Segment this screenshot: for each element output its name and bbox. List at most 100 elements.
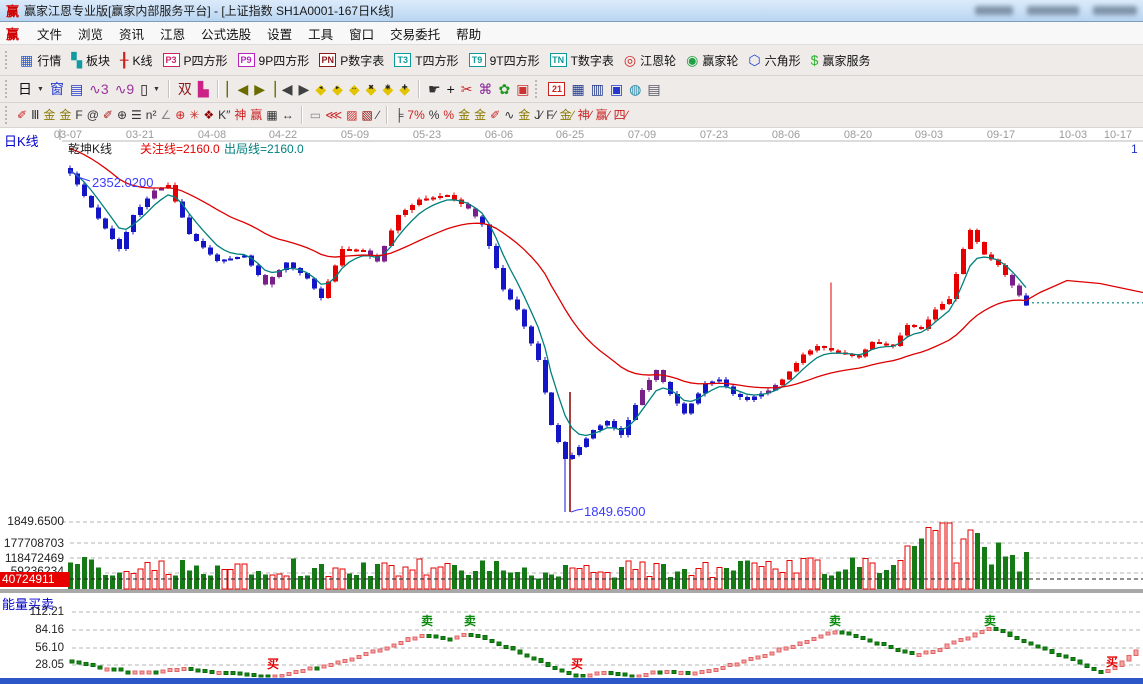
toolbar-main: ▦ 行情 ▚ 板块 ╂ K线 P3 P四方形 P9 9P四方形 PN P数字表 T3 T四方形 T9 9T四方… xyxy=(0,45,1143,76)
diamond-hspan-button[interactable]: ◆ ↔ xyxy=(346,80,363,98)
compass-button[interactable]: ⊕ xyxy=(173,108,187,122)
chart-area[interactable]: 日K线 03-07 03-21 04-08 04-22 05-09 05-23 06-06 0… xyxy=(0,128,1143,684)
retrace-7pct-button[interactable]: 7% xyxy=(405,108,426,122)
spiral-button[interactable]: @ xyxy=(85,108,101,122)
pen-ruler-button[interactable]: ✐ xyxy=(101,108,115,122)
jump-first-button[interactable]: ▏◀ xyxy=(224,80,252,98)
gold-underline-button[interactable]: 金 xyxy=(516,108,532,122)
diamond-left-button[interactable]: ◆ ◂ xyxy=(312,80,329,98)
gold-segment2-button[interactable]: 金 xyxy=(57,108,73,122)
p3-wave-button[interactable]: ∿3 xyxy=(86,80,112,98)
web-export-button[interactable]: ◍ xyxy=(626,80,644,98)
p-square-button[interactable]: P3 P四方形 xyxy=(158,50,233,71)
scale-ruler-button[interactable]: ╞ xyxy=(393,108,406,122)
menu-item-4[interactable]: 公式选股 xyxy=(201,27,252,42)
menu-item-3[interactable]: 江恩 xyxy=(160,27,186,42)
diamond-star-button[interactable]: ◆ ✱ xyxy=(379,80,396,98)
gann-wheel-button[interactable]: ◎ 江恩轮 xyxy=(619,50,681,71)
winner-service-button[interactable]: $ 赢家服务 xyxy=(806,50,876,71)
ying-tool-button[interactable]: 赢 xyxy=(248,108,264,122)
menu-item-8[interactable]: 交易委托 xyxy=(390,27,441,42)
gold-segment-button[interactable]: 金 xyxy=(41,108,57,122)
chart-canvas[interactable] xyxy=(0,128,1143,684)
crosshair-button[interactable]: + xyxy=(444,80,458,98)
diamond-close-button[interactable]: ◆ ✖ xyxy=(363,80,380,98)
fan-grid-button[interactable]: ▨ xyxy=(344,108,359,122)
9t-square-button[interactable]: T9 9T四方形 xyxy=(464,50,545,71)
candle-style-button[interactable]: ▯ ▼ xyxy=(137,80,163,98)
hspan-tool-button[interactable]: ↔ xyxy=(280,108,296,122)
percent-button[interactable]: % xyxy=(427,108,442,122)
percent-line-button[interactable]: % xyxy=(441,108,456,122)
fibonacci-button[interactable]: F xyxy=(73,108,84,122)
menu-item-5[interactable]: 设置 xyxy=(267,27,293,42)
hatch-lines-button[interactable]: ☰ xyxy=(129,108,144,122)
grid-block-button[interactable]: ▦ xyxy=(264,108,279,122)
angle-gold-button[interactable]: 金∕ xyxy=(558,108,576,122)
gold-circle-button[interactable]: 金 xyxy=(456,108,472,122)
jump-last-button[interactable]: ▶▕ xyxy=(251,80,279,98)
kline-button[interactable]: ╂ K线 xyxy=(115,50,157,71)
quotes-button[interactable]: ▦ 行情 xyxy=(15,50,66,71)
star-button[interactable]: ✳ xyxy=(187,108,201,122)
notes-button[interactable]: ▥ xyxy=(588,80,607,98)
measure-tool-button[interactable]: ✂ xyxy=(458,80,476,98)
alert-button[interactable]: ▣ xyxy=(513,80,532,98)
time-cycle-button[interactable]: ⊕ xyxy=(115,108,129,122)
annotate-tool-button[interactable]: ⌘ xyxy=(476,80,496,98)
9p-square-button[interactable]: P9 9P四方形 xyxy=(233,50,315,71)
p9-wave-button[interactable]: ∿9 xyxy=(112,80,138,98)
step-back-button[interactable]: ◀ xyxy=(279,80,296,98)
angle-shen-button[interactable]: 神∕ xyxy=(576,108,594,122)
shen-tool-button[interactable]: 神 xyxy=(232,108,248,122)
profile-button[interactable]: ▙ xyxy=(195,80,212,98)
hand-tool-button[interactable]: ☛ xyxy=(425,80,444,98)
info-doc-button[interactable]: ▤ xyxy=(67,80,86,98)
boxed-star-button[interactable]: ❖ xyxy=(201,108,216,122)
sectors-button[interactable]: ▚ 板块 xyxy=(66,50,115,71)
angle-j-button[interactable]: J∕ xyxy=(532,108,544,122)
period-day-button[interactable]: 日 ▼ xyxy=(15,80,47,98)
n-square-button[interactable]: n² xyxy=(144,108,159,122)
t-square-button[interactable]: T3 T四方形 xyxy=(389,50,463,71)
menu-item-1[interactable]: 浏览 xyxy=(78,27,104,42)
save-button[interactable]: ▣ xyxy=(607,80,626,98)
print-button-icon: ▤ xyxy=(647,81,661,97)
angle-ying-button[interactable]: 赢∕ xyxy=(594,108,612,122)
hexagon-button[interactable]: ⬡ 六角形 xyxy=(743,50,805,71)
calendar-button[interactable]: 21 xyxy=(545,80,568,98)
fan-box-button[interactable]: ▧ xyxy=(360,108,375,122)
frame-tool-button[interactable]: ▭ xyxy=(308,108,323,122)
k-compare-button[interactable]: K″ xyxy=(216,108,232,122)
hexagon-button-icon: ⬡ xyxy=(748,52,761,68)
step-forward-button[interactable]: ▶ xyxy=(296,80,313,98)
gann-fan-button[interactable]: ⋘ xyxy=(323,108,344,122)
bottom-scrollbar-strip[interactable] xyxy=(0,678,1143,684)
menu-item-6[interactable]: 工具 xyxy=(308,27,334,42)
dual-view-button[interactable]: 双 xyxy=(175,80,195,98)
angle-f-button[interactable]: F∕ xyxy=(544,108,557,122)
wave-tool-button[interactable]: ∿ xyxy=(502,108,516,122)
menu-item-9[interactable]: 帮助 xyxy=(456,27,482,42)
print-button[interactable]: ▤ xyxy=(644,80,663,98)
menu-item-2[interactable]: 资讯 xyxy=(119,27,145,42)
grid-lines-button[interactable]: Ⅲ xyxy=(29,108,41,122)
draw-pen-button[interactable]: ✐ xyxy=(15,108,29,122)
gann-window-button[interactable]: 窗 xyxy=(47,80,67,98)
gold-line-button[interactable]: 金 xyxy=(472,108,488,122)
calculator-button[interactable]: ▦ xyxy=(568,80,587,98)
mark-pen-button[interactable]: ✐ xyxy=(488,108,502,122)
t-table-button[interactable]: TN T数字表 xyxy=(545,50,619,71)
trend-line-button[interactable]: ∕ xyxy=(375,108,381,122)
menu-item-7[interactable]: 窗口 xyxy=(349,27,375,42)
angle-ruler-button[interactable]: ∠ xyxy=(158,108,173,122)
menu-item-0[interactable]: 文件 xyxy=(37,27,63,42)
winner-wheel-button[interactable]: ◉ 赢家轮 xyxy=(681,50,743,71)
diamond-right-button[interactable]: ◆ ▸ xyxy=(329,80,346,98)
pattern-tool-button[interactable]: ✿ xyxy=(496,80,514,98)
diamond-plus-button[interactable]: ◆ ✚ xyxy=(396,80,413,98)
p3-wave-button-icon: ∿3 xyxy=(89,81,109,97)
angle-si-button[interactable]: 四∕ xyxy=(612,108,630,122)
t-table-button-icon: TN xyxy=(549,53,567,67)
p-table-button[interactable]: PN P数字表 xyxy=(314,50,389,71)
